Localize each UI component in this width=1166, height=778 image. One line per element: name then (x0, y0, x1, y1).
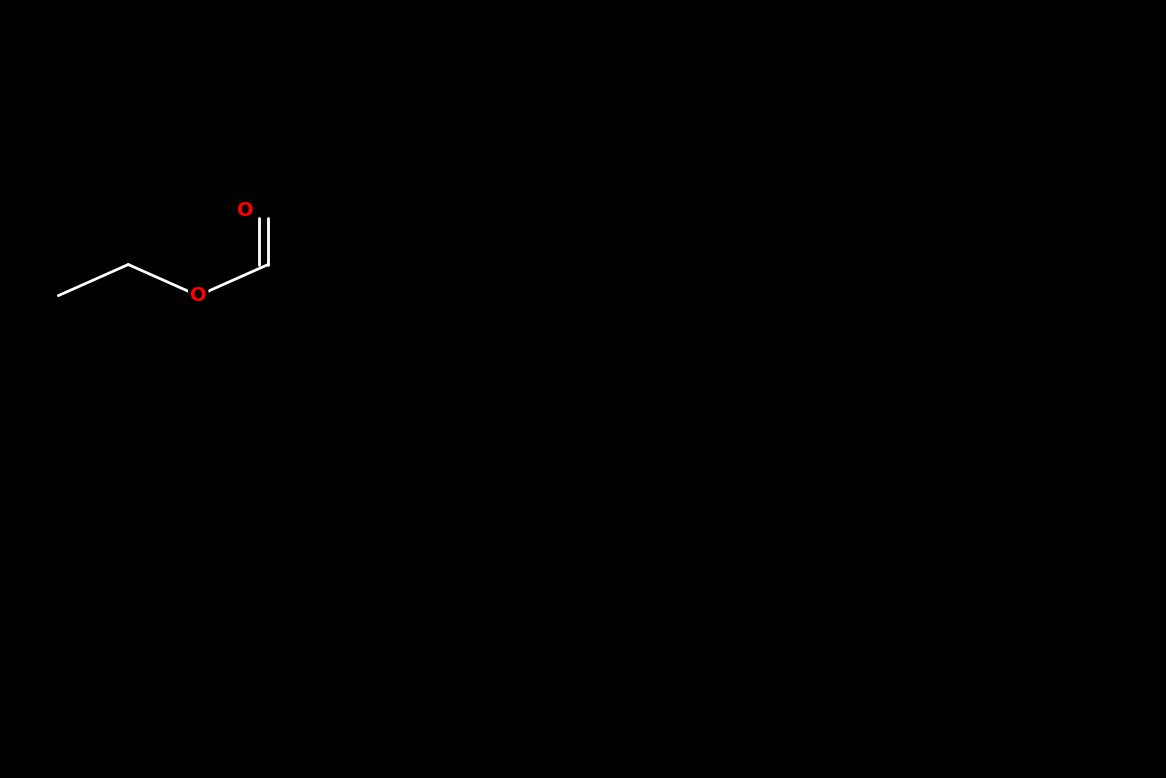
Text: O: O (237, 201, 253, 219)
Text: O: O (190, 286, 206, 305)
